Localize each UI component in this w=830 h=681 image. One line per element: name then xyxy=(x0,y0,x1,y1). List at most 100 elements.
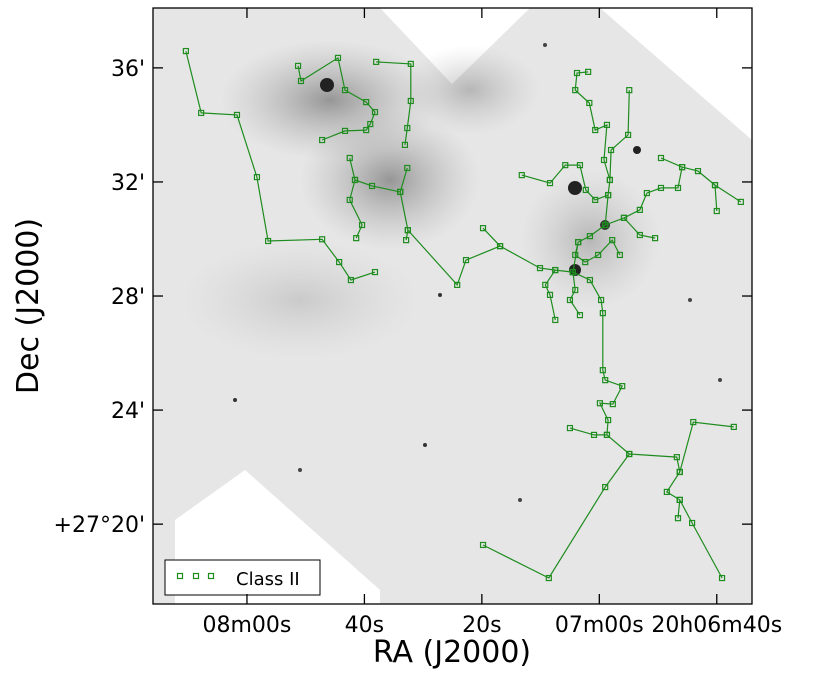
source-marker xyxy=(657,184,665,192)
source-marker xyxy=(546,291,554,298)
source-marker xyxy=(403,237,410,244)
source-marker xyxy=(576,162,584,169)
y-axis-label: Dec (J2000) xyxy=(11,218,46,394)
source-marker xyxy=(542,281,549,288)
source-marker xyxy=(545,574,552,582)
source-marker xyxy=(626,87,633,94)
plot-frame xyxy=(152,7,753,605)
source-marker xyxy=(363,126,370,134)
source-marker xyxy=(663,488,670,496)
source-marker xyxy=(690,418,697,426)
source-marker xyxy=(552,316,559,324)
source-marker xyxy=(336,258,343,266)
source-marker xyxy=(603,431,611,438)
source-marker xyxy=(198,109,205,117)
source-marker xyxy=(586,99,593,107)
source-marker xyxy=(711,181,719,189)
source-marker xyxy=(572,286,579,294)
source-marker xyxy=(346,196,353,204)
legend-label: Class II xyxy=(236,569,300,590)
legend-box xyxy=(164,559,321,596)
source-marker xyxy=(592,126,599,134)
source-marker xyxy=(233,111,241,119)
source-marker xyxy=(688,519,696,527)
source-marker xyxy=(737,198,744,206)
source-marker xyxy=(586,233,594,240)
source-marker xyxy=(602,377,609,384)
source-marker xyxy=(605,191,612,199)
source-marker xyxy=(404,164,411,172)
source-marker xyxy=(606,176,613,184)
source-marker xyxy=(575,239,582,246)
source-marker xyxy=(674,184,682,192)
source-marker xyxy=(652,235,659,242)
source-marker xyxy=(566,424,574,432)
source-marker xyxy=(297,77,305,85)
source-marker xyxy=(353,235,360,242)
source-marker xyxy=(334,54,342,62)
source-marker xyxy=(407,97,414,105)
source-marker xyxy=(454,281,461,288)
source-marker xyxy=(253,174,261,181)
source-marker xyxy=(673,454,680,461)
source-marker xyxy=(586,276,594,284)
source-marker xyxy=(518,172,525,179)
tree-edge xyxy=(185,50,742,579)
source-marker xyxy=(676,496,683,504)
source-marker xyxy=(595,251,602,259)
source-marker xyxy=(585,68,592,75)
legend: Class II xyxy=(164,559,321,596)
source-marker xyxy=(373,58,380,65)
source-marker xyxy=(562,162,569,169)
source-marker xyxy=(341,127,349,135)
source-marker xyxy=(643,189,650,197)
source-marker xyxy=(694,168,702,175)
x-tick-label: 40s xyxy=(345,613,384,638)
y-tick-label: 28' xyxy=(111,285,145,310)
source-marker xyxy=(371,108,379,116)
source-marker xyxy=(609,237,616,244)
x-tick-label: 20h06m40s xyxy=(651,613,782,638)
source-marker xyxy=(404,124,411,132)
source-marker xyxy=(590,431,598,438)
source-marker xyxy=(401,141,409,148)
source-marker xyxy=(657,154,665,162)
source-marker xyxy=(407,60,414,67)
source-marker xyxy=(367,120,374,128)
source-marker xyxy=(676,468,683,476)
source-marker xyxy=(616,251,623,259)
source-marker xyxy=(572,251,579,259)
source-marker xyxy=(536,264,544,272)
source-marker xyxy=(596,400,604,407)
y-tick-label: 24' xyxy=(111,399,145,424)
source-marker xyxy=(182,47,189,55)
y-tick-label: 36' xyxy=(111,57,145,82)
x-axis-label: RA (J2000) xyxy=(373,635,531,670)
source-marker xyxy=(347,276,355,284)
sky-image xyxy=(153,8,752,604)
source-marker xyxy=(346,154,353,162)
source-marker xyxy=(620,214,628,221)
source-marker xyxy=(619,383,626,390)
source-marker xyxy=(265,237,272,245)
source-marker xyxy=(576,312,584,319)
legend-marker-square xyxy=(176,572,184,580)
source-marker xyxy=(566,296,574,304)
legend-marker-square xyxy=(207,572,215,580)
source-marker xyxy=(609,400,616,408)
source-marker xyxy=(602,483,609,491)
x-tick-label: 20s xyxy=(462,613,501,638)
source-marker xyxy=(479,541,487,549)
legend-marker-square xyxy=(192,572,200,580)
x-tick-label: 07m00s xyxy=(555,613,644,638)
source-marker xyxy=(607,146,615,154)
source-marker xyxy=(592,196,599,204)
source-marker xyxy=(599,367,606,374)
source-marker xyxy=(572,87,579,94)
source-marker xyxy=(582,186,589,194)
source-marker xyxy=(462,256,470,264)
source-marker xyxy=(730,423,737,431)
source-marker xyxy=(319,136,326,144)
source-marker xyxy=(404,227,411,234)
